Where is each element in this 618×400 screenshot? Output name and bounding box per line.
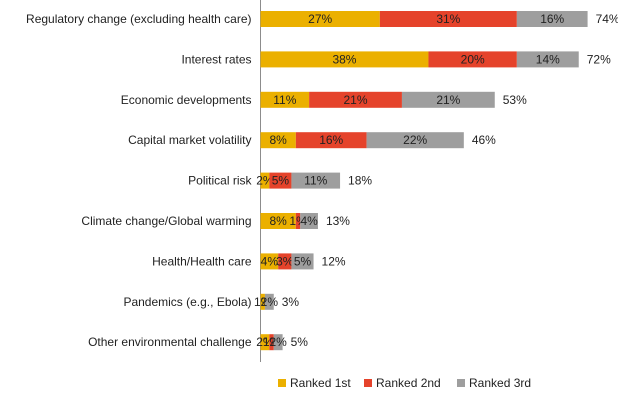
legend-label-1: Ranked 1st — [290, 376, 351, 390]
data-label: 21% — [344, 93, 368, 107]
bar-segment-1 — [260, 11, 380, 27]
data-label: 16% — [540, 12, 564, 26]
data-label: 11% — [304, 174, 327, 188]
data-label: 21% — [436, 93, 460, 107]
total-label: 13% — [326, 214, 350, 228]
total-label: 18% — [348, 174, 372, 188]
bar-segment-1 — [260, 91, 310, 108]
bar-segment-2 — [269, 334, 274, 351]
bar-segment-2 — [295, 213, 301, 229]
data-label: 16% — [319, 133, 343, 147]
data-label: 4% — [300, 214, 318, 228]
data-label: 4% — [261, 254, 279, 268]
bar-segment-1 — [260, 334, 270, 351]
bar-segment-3 — [291, 172, 341, 189]
category-label: Regulatory change (excluding health care… — [26, 12, 251, 26]
total-label: 53% — [503, 93, 527, 107]
bar-segment-2 — [428, 51, 517, 68]
data-label: 22% — [403, 133, 427, 147]
legend-label-3: Ranked 3rd — [469, 376, 531, 390]
bar-segment-3 — [516, 11, 588, 27]
bar-segment-2 — [278, 253, 292, 270]
bar-segment-3 — [264, 293, 274, 310]
bar-segment-2 — [309, 91, 402, 108]
bar-segment-1 — [260, 51, 429, 68]
bar-segment-1 — [260, 213, 296, 229]
legend-label-2: Ranked 2nd — [376, 376, 441, 390]
bar-segment-3 — [516, 51, 579, 68]
data-label: 20% — [461, 52, 485, 66]
category-label: Other environmental challenge — [88, 335, 252, 349]
data-label: 27% — [308, 12, 332, 26]
category-label: Health/Health care — [152, 254, 252, 268]
bar-segment-1 — [260, 293, 265, 310]
category-label: Political risk — [188, 174, 252, 188]
bar-segment-2 — [269, 172, 292, 189]
bar-segment-2 — [379, 11, 517, 27]
legend: Ranked 1st Ranked 2nd Ranked 3rd — [278, 376, 531, 390]
bar-segment-1 — [260, 172, 270, 189]
category-label: Economic developments — [121, 93, 252, 107]
category-label: Pandemics (e.g., Ebola) — [123, 295, 251, 309]
total-label: 12% — [322, 254, 346, 268]
total-label: 72% — [587, 52, 611, 66]
legend-swatch-1 — [278, 379, 286, 387]
bar-segment-3 — [366, 132, 464, 149]
data-label: 8% — [270, 214, 288, 228]
total-label: 5% — [291, 335, 309, 349]
data-label: 14% — [536, 52, 560, 66]
total-label: 74% — [596, 12, 618, 26]
category-label: Interest rates — [181, 52, 251, 66]
data-label: 2% — [270, 335, 288, 349]
category-labels-group: Regulatory change (excluding health care… — [26, 12, 252, 349]
total-label: 46% — [472, 133, 496, 147]
bar-segment-3 — [273, 334, 283, 351]
bar-segment-3 — [401, 91, 495, 108]
legend-swatch-2 — [364, 379, 372, 387]
data-label: 2% — [261, 295, 279, 309]
category-label: Climate change/Global warming — [81, 214, 251, 228]
data-label: 31% — [436, 12, 460, 26]
bar-segment-3 — [291, 253, 314, 270]
data-label: 5% — [294, 254, 312, 268]
bar-segment-1 — [260, 132, 296, 149]
data-label: 5% — [272, 174, 290, 188]
total-label: 3% — [282, 295, 300, 309]
data-label: 38% — [332, 52, 356, 66]
data-label: 11% — [273, 93, 296, 107]
bar-segment-1 — [260, 253, 279, 270]
bars-group: 27% 31% 16% 74% 38% 20% 14% 72% 11% 21% 21% 53% 8% 16… — [254, 11, 618, 351]
legend-swatch-3 — [457, 379, 465, 387]
data-label: 3% — [276, 254, 294, 268]
data-label: 8% — [270, 133, 288, 147]
bar-segment-2 — [295, 132, 367, 149]
bar-segment-3 — [300, 213, 318, 229]
category-label: Capital market volatility — [128, 133, 251, 147]
